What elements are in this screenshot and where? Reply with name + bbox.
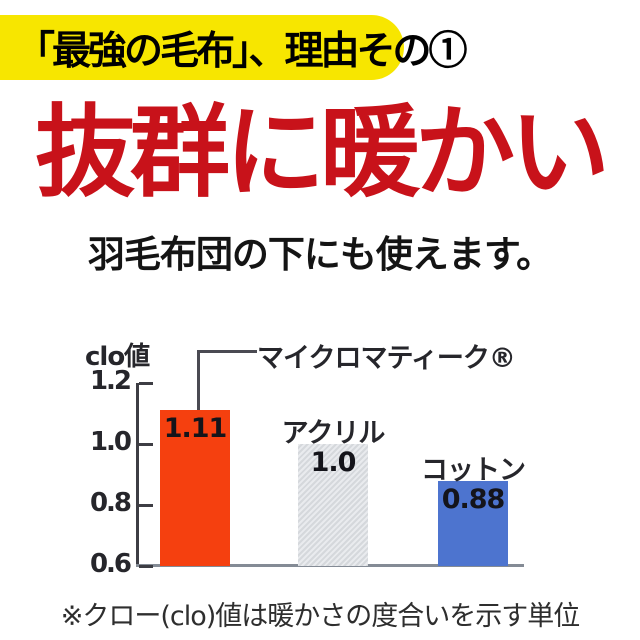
y-tick-mark — [139, 443, 153, 446]
bar-value-label: 1.11 — [163, 413, 228, 445]
reason-banner-text: 「最強の毛布」、理由その① — [16, 27, 468, 74]
y-tick-mark — [139, 382, 153, 385]
callout-connector-vertical — [197, 350, 200, 412]
chart-bar — [298, 444, 368, 566]
y-axis-title: clo値 — [85, 342, 150, 372]
chart-bar — [438, 480, 508, 566]
reason-banner: 「最強の毛布」、理由その① — [0, 15, 468, 80]
bar-value-label: 1.0 — [310, 447, 357, 478]
y-tick-mark — [139, 504, 153, 507]
callout-connector-horizontal — [197, 350, 257, 353]
bar-value-label: 0.88 — [441, 483, 506, 515]
footnote: ※クロー(clo)値は暖かさの度合いを示す単位 — [60, 601, 581, 632]
headline: 抜群に暖かい — [35, 93, 610, 211]
chart-bar — [160, 410, 230, 566]
y-tick-label: 0.6 — [89, 549, 132, 579]
y-tick-label: 0.8 — [89, 488, 132, 518]
y-tick-label: 1.2 — [89, 366, 132, 396]
y-tick-label: 1.0 — [89, 427, 132, 457]
y-axis-line — [136, 383, 139, 567]
bar-category-label: コットン — [421, 454, 526, 486]
callout-label-micromattique: マイクロマティーク® — [257, 343, 516, 374]
subheadline: 羽毛布団の下にも使えます。 — [87, 232, 553, 276]
y-tick-mark — [139, 565, 153, 568]
bar-category-label: アクリル — [281, 418, 386, 449]
